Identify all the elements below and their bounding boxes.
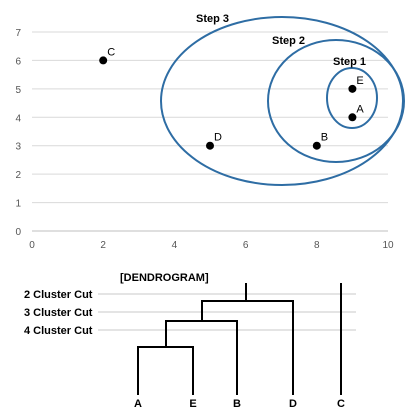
leaf-label-e: E: [189, 398, 196, 410]
y-tick-label: 7: [15, 28, 21, 39]
x-tick-label: 6: [243, 240, 249, 251]
x-tick-label: 4: [172, 240, 178, 251]
scatter-plot: 0 1 2 3 4 5 6 7 0 2 4 6 8 10 Step 3 Step 2 Step 1 C D…: [15, 13, 405, 251]
point-label-d: D: [214, 132, 222, 144]
merge-ae-b: [165, 320, 238, 395]
x-tick-labels: 0 2 4 6 8 10: [29, 240, 394, 251]
merge-aeb-d: [201, 300, 294, 395]
y-tick-label: 5: [15, 85, 21, 96]
leaf-label-d: D: [289, 398, 297, 410]
point-b: [312, 141, 321, 150]
dendrogram: [DENDROGRAM] 2 Cluster Cut 3 Cluster Cut…: [24, 272, 356, 410]
leaf-label-c: C: [337, 398, 345, 410]
x-tick-label: 8: [314, 240, 320, 251]
point-a: [348, 113, 357, 122]
point-label-a: A: [356, 103, 364, 115]
merge-a-e: [137, 346, 194, 395]
y-tick-label: 4: [15, 113, 21, 124]
step1-cluster-ellipse: [326, 67, 378, 129]
point-e: [348, 84, 357, 93]
cut-label-4-clusters: 4 Cluster Cut: [24, 325, 93, 337]
y-tick-label: 3: [15, 142, 21, 153]
dendrogram-title: [DENDROGRAM]: [120, 272, 209, 284]
leaf-label-b: B: [233, 398, 241, 410]
leaf-label-a: A: [134, 398, 142, 410]
x-tick-label: 2: [100, 240, 106, 251]
dendrogram-links: [137, 283, 342, 395]
x-tick-label: 10: [382, 240, 394, 251]
y-tick-label: 2: [15, 170, 21, 181]
point-label-c: C: [107, 46, 115, 58]
y-tick-label: 6: [15, 56, 21, 67]
cut-label-3-clusters: 3 Cluster Cut: [24, 307, 93, 319]
y-tick-label: 0: [15, 227, 21, 238]
step2-label: Step 2: [272, 35, 305, 47]
y-tick-label: 1: [15, 199, 21, 210]
step3-label: Step 3: [196, 13, 229, 25]
y-tick-labels: 0 1 2 3 4 5 6 7: [15, 28, 21, 238]
point-label-b: B: [321, 132, 328, 144]
x-tick-label: 0: [29, 240, 35, 251]
data-points: C D B E A: [99, 46, 364, 150]
point-c: [99, 56, 108, 65]
point-label-e: E: [356, 75, 363, 87]
cut-label-2-clusters: 2 Cluster Cut: [24, 289, 93, 301]
step2-cluster-ellipse: [267, 39, 405, 163]
point-d: [206, 141, 214, 150]
step1-label: Step 1: [333, 56, 366, 68]
